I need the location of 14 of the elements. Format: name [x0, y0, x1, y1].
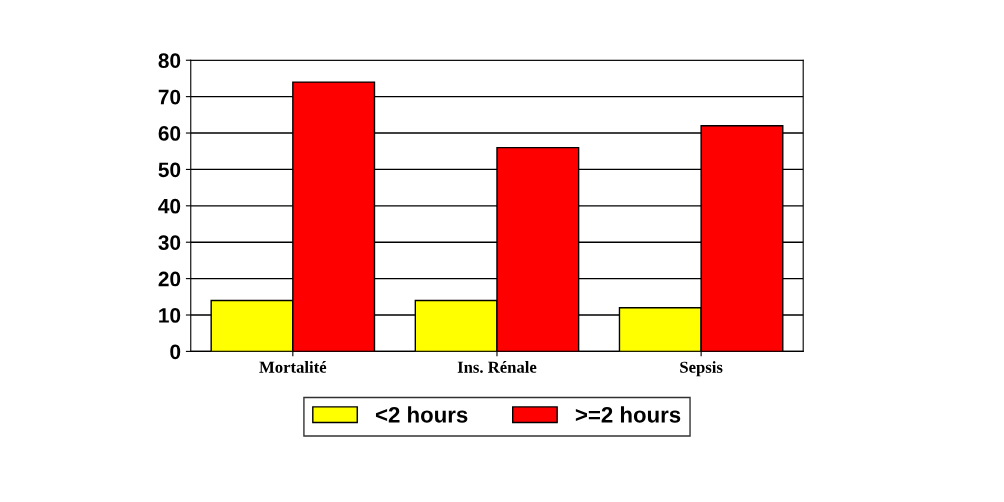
y-tick-label: 0 [170, 344, 181, 360]
legend-label: >=2 hours [575, 406, 681, 423]
y-tick-label: 70 [158, 89, 181, 105]
legend-label: <2 hours [375, 406, 468, 423]
y-tick-label: 80 [158, 53, 181, 68]
y-tick-label: 20 [158, 271, 181, 287]
y-tick-label: 50 [158, 162, 181, 178]
y-tick-label: 10 [159, 308, 181, 323]
y-tick-label: 60 [158, 126, 181, 141]
x-tick-label: Sepsis [680, 361, 723, 377]
x-tick-label: Mortalité [259, 361, 327, 373]
x-tick-label: Ins. Rénale [457, 361, 537, 373]
y-tick-label: 40 [158, 198, 181, 214]
y-tick-label: 30 [158, 235, 181, 250]
